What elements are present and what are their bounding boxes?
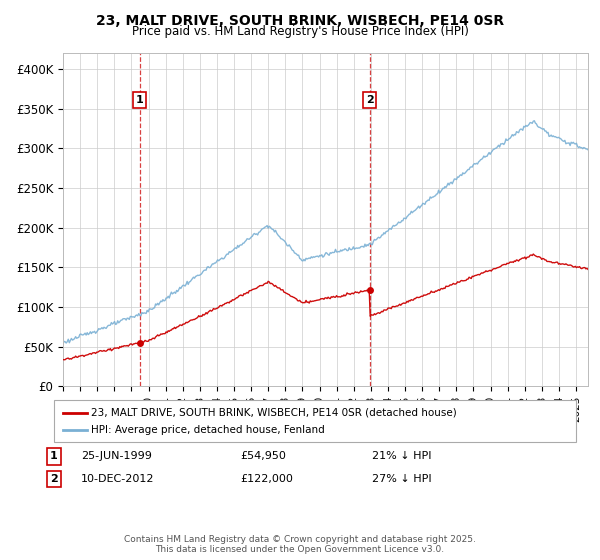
Text: £122,000: £122,000 <box>240 474 293 484</box>
Text: Contains HM Land Registry data © Crown copyright and database right 2025.
This d: Contains HM Land Registry data © Crown c… <box>124 535 476 554</box>
Text: 25-JUN-1999: 25-JUN-1999 <box>81 451 152 461</box>
Text: HPI: Average price, detached house, Fenland: HPI: Average price, detached house, Fenl… <box>91 425 325 435</box>
Text: 2: 2 <box>50 474 58 484</box>
Text: 2: 2 <box>366 95 374 105</box>
Text: 23, MALT DRIVE, SOUTH BRINK, WISBECH, PE14 0SR: 23, MALT DRIVE, SOUTH BRINK, WISBECH, PE… <box>96 14 504 28</box>
Text: 1: 1 <box>136 95 143 105</box>
Text: Price paid vs. HM Land Registry's House Price Index (HPI): Price paid vs. HM Land Registry's House … <box>131 25 469 38</box>
Text: 21% ↓ HPI: 21% ↓ HPI <box>372 451 431 461</box>
Text: 27% ↓ HPI: 27% ↓ HPI <box>372 474 431 484</box>
Text: 23, MALT DRIVE, SOUTH BRINK, WISBECH, PE14 0SR (detached house): 23, MALT DRIVE, SOUTH BRINK, WISBECH, PE… <box>91 408 457 418</box>
Text: 1: 1 <box>50 451 58 461</box>
Text: £54,950: £54,950 <box>240 451 286 461</box>
Text: 10-DEC-2012: 10-DEC-2012 <box>81 474 155 484</box>
